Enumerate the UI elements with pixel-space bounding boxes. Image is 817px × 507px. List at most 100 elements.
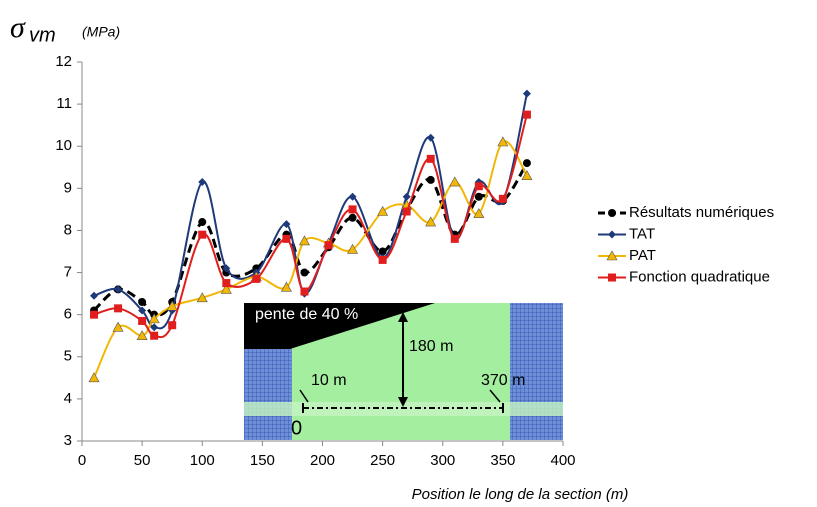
marker: [220, 283, 232, 294]
marker: [522, 89, 531, 98]
y-tick-label: 4: [64, 390, 72, 407]
y-label-symbol: σ: [10, 11, 26, 44]
y-tick-label: 3: [64, 432, 72, 449]
marker: [608, 273, 616, 282]
marker: [348, 192, 357, 201]
marker: [114, 304, 123, 313]
marker: [112, 321, 124, 332]
inset-label: pente de 40 %: [255, 306, 358, 323]
marker: [90, 291, 99, 300]
marker: [300, 287, 309, 296]
marker: [606, 250, 618, 261]
marker: [114, 285, 123, 294]
marker: [280, 281, 292, 292]
inset-mesh-right: [510, 303, 563, 440]
marker: [136, 330, 148, 341]
x-axis-title: Position le long de la section (m): [412, 486, 629, 503]
marker: [402, 207, 411, 216]
legend-label: Résultats numériques: [629, 204, 774, 221]
marker: [252, 274, 261, 283]
plot-area: [88, 89, 533, 383]
marker: [324, 241, 333, 250]
x-tick-label: 50: [134, 452, 151, 469]
marker: [88, 372, 100, 383]
y-label-unit: (MPa): [82, 24, 120, 40]
y-label-subscript: vm: [29, 24, 56, 46]
legend-label: PAT: [629, 247, 656, 264]
marker: [298, 235, 310, 246]
x-tick-label: 400: [550, 452, 575, 469]
marker: [498, 194, 507, 203]
x-tick-label: 250: [370, 452, 395, 469]
x-tick-label: 0: [78, 452, 86, 469]
y-tick-label: 6: [64, 306, 72, 323]
marker: [222, 279, 231, 288]
marker: [198, 218, 207, 227]
x-tick-label: 300: [430, 452, 455, 469]
marker: [148, 313, 160, 324]
marker: [378, 247, 387, 256]
y-tick-label: 5: [64, 348, 72, 365]
marker: [138, 316, 147, 325]
marker: [522, 159, 531, 168]
marker: [608, 209, 616, 217]
inset-label: 0: [291, 417, 302, 439]
x-tick-label: 200: [310, 452, 335, 469]
marker: [348, 205, 357, 214]
inset-slope: [244, 303, 435, 349]
x-tick-label: 150: [250, 452, 275, 469]
marker: [425, 216, 437, 227]
marker: [282, 220, 291, 229]
marker: [608, 230, 616, 239]
marker: [198, 230, 207, 239]
marker: [150, 323, 159, 332]
marker: [426, 175, 435, 184]
marker: [473, 207, 485, 218]
marker: [282, 234, 291, 243]
marker: [474, 182, 483, 191]
marker: [450, 234, 459, 243]
y-tick-label: 7: [64, 264, 72, 281]
marker: [198, 178, 207, 187]
marker: [348, 213, 357, 222]
y-tick-label: 8: [64, 221, 72, 238]
marker: [300, 268, 309, 277]
marker: [474, 192, 483, 201]
marker: [377, 205, 389, 216]
marker: [138, 298, 147, 307]
marker: [426, 154, 435, 163]
marker: [90, 310, 99, 319]
x-tick-label: 100: [190, 452, 215, 469]
marker: [150, 331, 159, 340]
marker: [378, 255, 387, 264]
marker: [449, 176, 461, 187]
marker: [138, 306, 147, 315]
inset-pointer: [299, 389, 309, 403]
legend-label: TAT: [629, 225, 655, 242]
y-tick-label: 9: [64, 179, 72, 196]
axes: 3 4 5 6 7 8 9 10 11 12 0 50 100 150 200 250 300 350 400: [55, 53, 575, 469]
x-tick-label: 350: [490, 452, 515, 469]
marker: [168, 321, 177, 330]
marker: [402, 192, 411, 201]
marker: [426, 133, 435, 142]
inset-arrowhead: [398, 312, 408, 322]
inset-label: 370 m: [481, 372, 525, 389]
inset-label: 180 m: [409, 338, 453, 355]
marker: [522, 110, 531, 119]
series-line: [93, 93, 528, 330]
inset-image: pente de 40 % 180 m 10 m 370 m 0: [244, 303, 563, 440]
marker: [497, 136, 509, 147]
legend-label: Fonction quadratique: [629, 268, 770, 285]
inset-label: 10 m: [311, 372, 347, 389]
y-tick-label: 10: [55, 137, 72, 154]
legend: Résultats numériques TAT PAT Fonction quadr…: [598, 204, 774, 285]
marker: [166, 300, 178, 311]
y-tick-label: 12: [55, 53, 72, 70]
marker: [222, 264, 231, 273]
marker: [347, 243, 359, 254]
inset-arrowhead: [398, 397, 408, 407]
series-line: [92, 162, 529, 317]
marker: [196, 292, 208, 303]
